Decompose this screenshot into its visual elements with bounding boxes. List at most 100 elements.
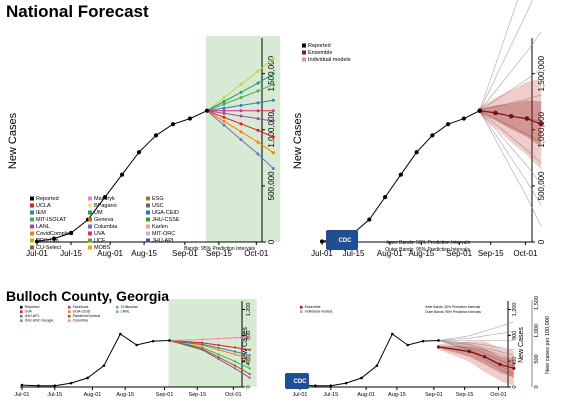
legend-swatch <box>30 203 34 208</box>
legend-label: JHU-UNC-Google <box>25 319 54 323</box>
inner-prediction-band <box>438 345 514 378</box>
x-tick-label: Sep-15 <box>188 392 206 398</box>
x-tick-label: Jul-15 <box>343 249 365 258</box>
model-forecast-point <box>271 82 275 86</box>
legend-label: CU-Select <box>36 245 62 251</box>
individual-model-line <box>479 31 542 111</box>
reported-line <box>21 333 170 387</box>
x-tick-label: Aug-01 <box>84 392 102 398</box>
model-forecast-point <box>256 140 260 144</box>
x-tick-label: Aug-15 <box>116 392 134 398</box>
reported-point <box>136 150 142 155</box>
model-forecast-point <box>256 109 260 113</box>
x-tick-label: Sep-15 <box>206 249 232 258</box>
individual-model-line <box>438 330 514 341</box>
reported-point <box>20 383 24 387</box>
model-forecast-point <box>222 111 226 115</box>
y-tick-label: 0 <box>267 239 276 244</box>
ensemble-point <box>483 355 487 359</box>
legend-swatch <box>30 231 34 236</box>
model-forecast-point <box>248 372 251 376</box>
individual-model-line <box>438 340 514 378</box>
model-forecast-point <box>256 101 260 105</box>
legend-swatch <box>20 305 23 309</box>
y-tick-label: 400 <box>512 357 518 366</box>
legend-swatch <box>302 57 306 62</box>
model-forecast-point <box>222 106 226 110</box>
individual-model-line <box>479 0 533 111</box>
legend-swatch <box>88 196 92 201</box>
model-forecast-point <box>271 151 275 155</box>
x-tick-label: Sep-01 <box>156 392 174 398</box>
legend-label: IEM <box>36 210 46 216</box>
model-forecast-point <box>201 343 204 346</box>
ensemble-point <box>493 110 498 116</box>
individual-model-line <box>438 340 514 356</box>
legend-swatch <box>300 305 303 309</box>
model-forecast-point <box>271 109 275 113</box>
x-tick-label: Oct-01 <box>490 392 507 398</box>
legend-label: ESG <box>152 196 164 202</box>
model-forecast-point <box>222 96 226 100</box>
model-forecast-point <box>239 109 243 113</box>
secondary-y-tick-label: 1,500 <box>534 296 540 310</box>
reported-point <box>168 339 171 342</box>
ensemble-point <box>524 116 530 121</box>
individual-model-line <box>438 340 514 351</box>
model-forecast-point <box>239 138 243 142</box>
reported-line <box>299 333 439 387</box>
cdc-logo <box>326 230 358 250</box>
reported-point <box>406 343 409 347</box>
legend-swatch <box>146 238 150 243</box>
model-forecast-point <box>217 357 220 361</box>
model-forecast-point <box>271 119 275 123</box>
legend-swatch <box>88 231 92 236</box>
x-tick-label: Sep-01 <box>446 249 472 258</box>
reported-point <box>119 172 125 177</box>
legend-label: Facebook <box>73 305 89 309</box>
y-tick-label: 1,200 <box>246 303 252 317</box>
forecast-region <box>206 36 281 242</box>
model-forecast-point <box>217 337 220 340</box>
legend-label: Ensemble <box>305 305 321 309</box>
individual-model-line <box>479 68 542 111</box>
model-forecast-point <box>233 360 237 363</box>
legend-swatch <box>88 245 92 250</box>
model-forecast-point <box>271 72 275 76</box>
legend-swatch <box>88 203 92 208</box>
reported-point <box>437 339 440 342</box>
model-forecast-point <box>233 350 237 353</box>
x-tick-label: Sep-15 <box>456 392 474 398</box>
reported-point <box>153 133 159 138</box>
reported-point <box>68 230 74 236</box>
model-forecast-point <box>256 81 260 85</box>
y-tick-label: 500,000 <box>267 171 276 200</box>
legend-label: Masaryk <box>94 196 115 202</box>
x-tick-label: Jul-01 <box>26 249 48 258</box>
reported-point <box>170 122 176 127</box>
y-tick-label: 500,000 <box>537 171 546 200</box>
legend-swatch <box>20 310 23 313</box>
band-note: Inner Bands: 50% Prediction Intervals <box>425 305 481 309</box>
reported-point <box>37 384 40 388</box>
individual-model-line <box>479 110 542 185</box>
legend-swatch <box>30 238 34 243</box>
x-tick-label: Jul-15 <box>323 392 338 398</box>
secondary-y-axis-label: New cases per 100,000 <box>545 316 551 374</box>
x-tick-label: Oct-01 <box>244 249 269 258</box>
legend-label: JHU-APL <box>152 238 175 244</box>
y-axis-label: New Cases <box>292 112 304 169</box>
legend-label: UGA-CEID <box>152 210 179 216</box>
reported-point <box>69 381 73 385</box>
legend-swatch <box>88 238 92 243</box>
reported-point <box>461 116 467 121</box>
legend-label: Reported <box>36 196 59 202</box>
secondary-y-tick-label: 1,000 <box>534 324 540 338</box>
ensemble-point <box>538 121 544 127</box>
model-forecast-point <box>217 348 220 351</box>
legend-label: MIT-ISOLAT <box>36 217 67 223</box>
x-tick-label: Aug-15 <box>131 249 157 258</box>
legend-swatch <box>30 196 34 201</box>
y-axis-label: New Cases <box>7 112 19 169</box>
